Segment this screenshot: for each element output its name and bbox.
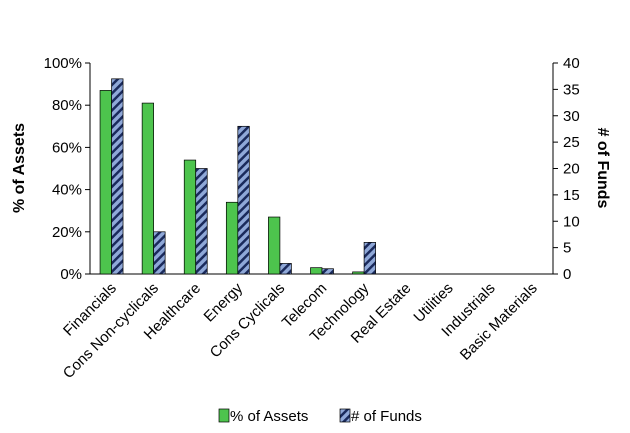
y-axis-title: % of Assets — [11, 123, 28, 213]
bar-assets-energy — [225, 201, 239, 275]
bar-assets-healthcare — [183, 159, 197, 275]
bar-assets-technology — [352, 271, 365, 275]
bar-funds-energy — [237, 125, 250, 275]
legend-label-funds: # of Funds — [351, 408, 422, 425]
left-tick-label: 80% — [52, 97, 82, 114]
right-tick-label: 25 — [563, 134, 580, 151]
left-tick-label: 60% — [52, 139, 82, 156]
bar-funds-financials — [111, 78, 124, 275]
bar-funds-healthcare — [195, 168, 208, 275]
left-tick-label: 40% — [52, 182, 82, 199]
bar-assets-cons-non-cyclicals — [141, 102, 154, 275]
legend-swatch-assets — [218, 408, 230, 423]
legend: % of Assets # of Funds — [218, 408, 422, 425]
right-tick-label: 40 — [563, 55, 580, 72]
bar-funds-cons-cyclicals — [279, 263, 292, 275]
bar-funds-cons-non-cyclicals — [153, 231, 166, 275]
bar-assets-cons-cyclicals — [268, 216, 281, 275]
y2-axis-title: # of Funds — [594, 128, 611, 209]
bar-assets-telecom — [310, 267, 323, 275]
bar-funds-telecom — [321, 268, 334, 275]
right-tick-label: 20 — [563, 161, 580, 178]
right-tick-label: 35 — [563, 81, 580, 98]
right-tick-label: 0 — [563, 266, 571, 283]
right-axis-ticks: 0 5 10 15 20 25 30 35 40 — [553, 55, 580, 283]
left-axis-ticks: 0% 20% 40% 60% 80% 100% — [44, 55, 90, 283]
bars — [99, 78, 376, 275]
legend-label-assets: % of Assets — [230, 408, 308, 425]
right-tick-label: 5 — [563, 240, 571, 257]
left-tick-label: 100% — [44, 55, 82, 72]
bar-assets-financials — [99, 90, 112, 275]
bar-funds-technology — [363, 242, 376, 275]
category-label: Cons Cyclicals — [207, 280, 289, 362]
category-label: Basic Materials — [457, 280, 541, 364]
left-tick-label: 20% — [52, 224, 82, 241]
right-tick-label: 15 — [563, 187, 580, 204]
legend-swatch-funds — [339, 408, 351, 423]
right-tick-label: 30 — [563, 108, 580, 125]
right-tick-label: 10 — [563, 213, 580, 230]
left-tick-label: 0% — [60, 266, 82, 283]
